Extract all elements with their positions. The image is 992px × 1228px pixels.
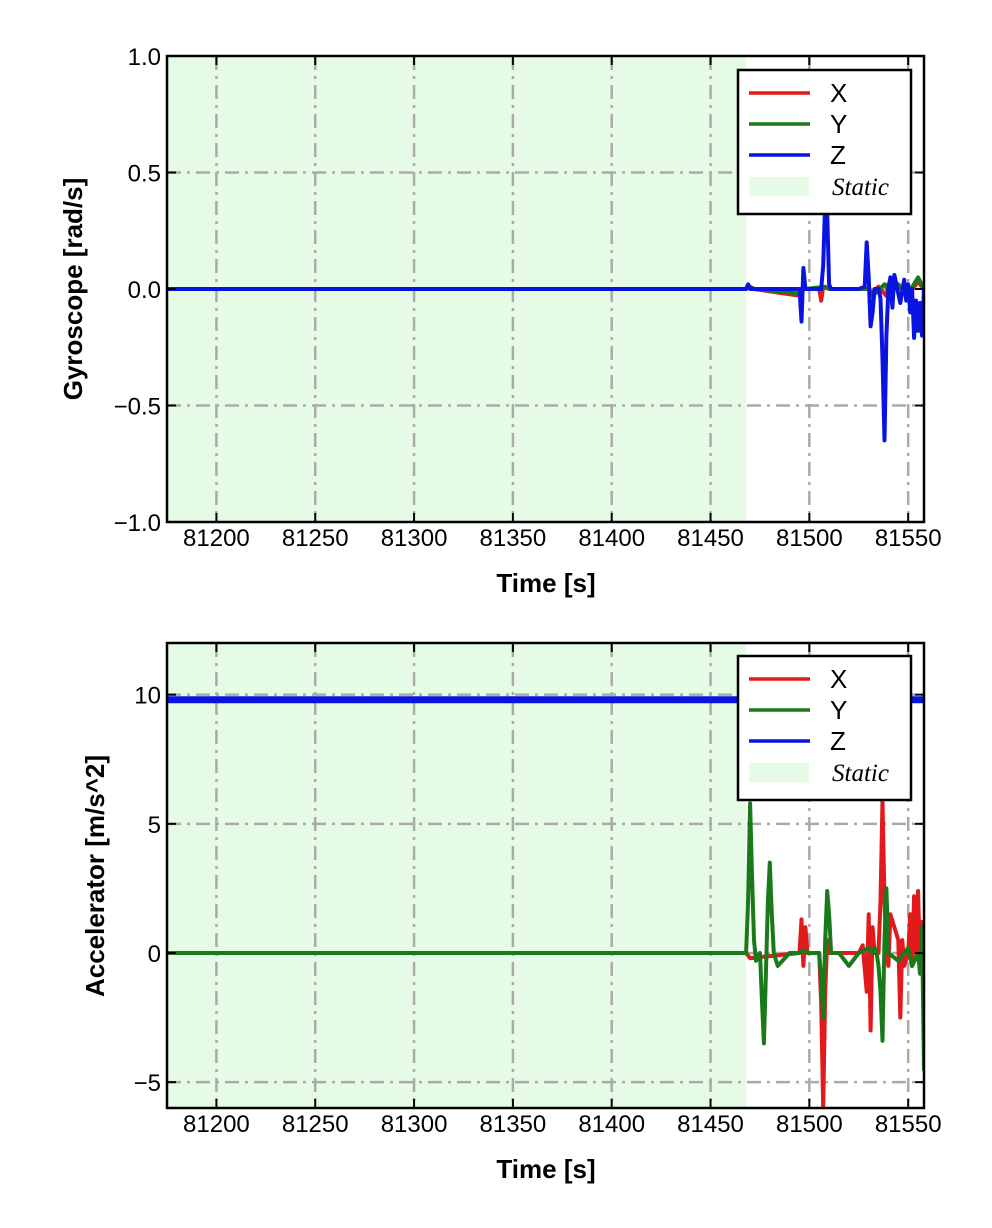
x-tick-label: 81300 <box>381 1111 448 1138</box>
x-tick-label: 81200 <box>183 1111 250 1138</box>
x-axis-label: Time [s] <box>496 568 595 598</box>
x-axis-label: Time [s] <box>496 1154 595 1184</box>
y-tick-label: 0 <box>148 941 161 968</box>
x-tick-labels: 81200 81250 81300 81350 81400 81450 81500 81550 <box>183 1111 942 1138</box>
legend-label-z: Z <box>830 726 846 756</box>
x-tick-label: 81450 <box>677 1111 744 1138</box>
y-tick-label: 1.0 <box>128 44 161 71</box>
x-tick-label: 81250 <box>282 1111 349 1138</box>
legend-label-x: X <box>830 78 847 108</box>
y-axis-label: Accelerator [m/s^2] <box>80 755 110 997</box>
legend-label-x: X <box>830 664 847 694</box>
plot-frame <box>165 641 926 1110</box>
x-tick-label: 81550 <box>875 525 942 552</box>
series-line-z <box>167 198 924 443</box>
legend-label-z: Z <box>830 140 846 170</box>
legend: X Y Z Static <box>736 654 913 802</box>
x-tick-label: 81200 <box>183 525 250 552</box>
gyroscope-plot: 81200 81250 81300 81350 81400 81450 81500 81550… <box>58 44 942 598</box>
x-tick-labels: 81200 81250 81300 81350 81400 81450 81500 81550 <box>183 525 942 552</box>
x-tick-label: 81300 <box>381 525 448 552</box>
y-tick-label: 10 <box>134 683 161 710</box>
x-tick-label: 81350 <box>480 1111 547 1138</box>
x-tick-label: 81550 <box>875 1111 942 1138</box>
x-tick-label: 81250 <box>282 525 349 552</box>
static-region <box>167 643 747 1108</box>
x-tick-label: 81350 <box>480 525 547 552</box>
series-group <box>167 198 924 443</box>
legend: X Y Z Static <box>736 68 913 216</box>
x-tick-label: 81400 <box>578 525 645 552</box>
y-tick-label: −0.5 <box>114 394 161 421</box>
y-tick-labels: 1.0 0.5 0.0 −0.5 −1.0 <box>114 44 161 537</box>
x-tick-label: 81500 <box>776 1111 843 1138</box>
x-tick-label: 81500 <box>776 525 843 552</box>
y-tick-labels: 10 5 0 −5 <box>134 683 161 1097</box>
x-tick-label: 81450 <box>677 525 744 552</box>
y-tick-label: −1.0 <box>114 510 161 537</box>
series-line-y <box>167 801 924 1072</box>
x-tick-label: 81400 <box>578 1111 645 1138</box>
series-line-x <box>167 798 924 1108</box>
legend-swatch-static <box>749 177 809 196</box>
accelerator-plot: 81200 81250 81300 81350 81400 81450 81500 81550… <box>80 641 942 1184</box>
legend-swatch-static <box>749 763 809 782</box>
y-tick-label: −5 <box>134 1070 161 1097</box>
tick-marks <box>167 643 924 1108</box>
y-axis-label: Gyroscope [rad/s] <box>58 178 88 401</box>
legend-label-y: Y <box>830 695 847 725</box>
legend-label-static: Static <box>832 174 889 201</box>
legend-label-static: Static <box>832 760 889 787</box>
y-tick-label: 0.5 <box>128 161 161 188</box>
legend-label-y: Y <box>830 109 847 139</box>
y-tick-label: 5 <box>148 812 161 839</box>
y-tick-label: 0.0 <box>128 277 161 304</box>
tick-marks <box>167 55 924 523</box>
